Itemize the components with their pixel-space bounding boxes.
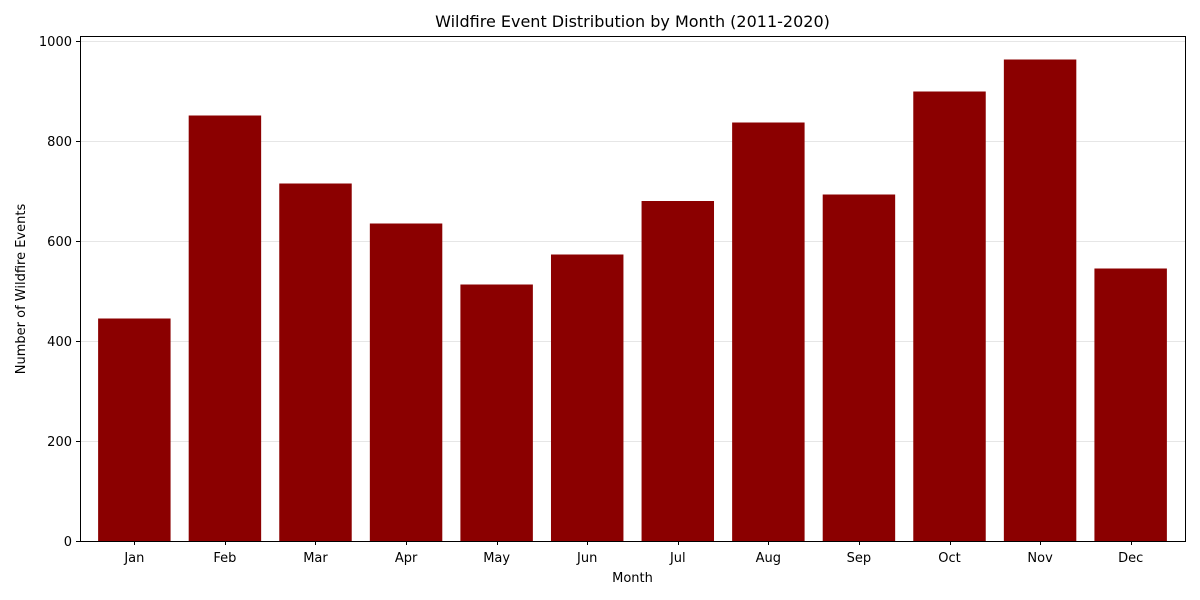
bars xyxy=(98,59,1167,541)
x-tick-label: Feb xyxy=(213,551,236,566)
bar-may xyxy=(460,284,533,541)
y-tick-label: 800 xyxy=(47,135,72,150)
bar-mar xyxy=(279,183,352,541)
bar-oct xyxy=(913,91,986,541)
x-tick-label: Dec xyxy=(1118,551,1143,566)
x-tick-label: Aug xyxy=(756,551,781,566)
x-tick-label: Jan xyxy=(123,551,144,566)
x-tick-label: Apr xyxy=(395,551,418,566)
x-tick-label: Oct xyxy=(938,551,960,566)
bar-aug xyxy=(732,122,805,541)
bar-feb xyxy=(188,115,262,541)
y-tick-label: 0 xyxy=(64,535,72,550)
bar-apr xyxy=(369,223,443,541)
bar-jan xyxy=(98,318,171,541)
bar-nov xyxy=(1003,59,1077,541)
y-tick-label: 600 xyxy=(47,235,72,250)
x-tick-label: Nov xyxy=(1027,551,1053,566)
gridlines xyxy=(80,41,1185,442)
x-axis-ticks: Jan Feb Mar Apr May Jun Jul Aug Sep Oct Nov Dec xyxy=(123,541,1143,566)
y-tick-label: 200 xyxy=(47,435,72,450)
bar-jun xyxy=(550,254,624,541)
y-axis-ticks: 0 200 400 600 800 1000 xyxy=(39,35,80,550)
bar-sep xyxy=(822,194,896,541)
y-axis-label: Number of Wildfire Events xyxy=(14,204,29,375)
y-tick-label: 400 xyxy=(47,335,72,350)
plot-frame xyxy=(80,36,1186,542)
x-tick-label: Jun xyxy=(576,551,597,566)
bar-dec xyxy=(1094,268,1167,541)
y-tick-label: 1000 xyxy=(39,35,72,50)
bar-jul xyxy=(641,201,715,541)
chart-title: Wildfire Event Distribution by Month (20… xyxy=(435,12,830,31)
x-tick-label: Jul xyxy=(669,551,686,566)
x-tick-label: May xyxy=(483,551,510,566)
x-axis-label: Month xyxy=(612,571,653,586)
x-tick-label: Sep xyxy=(847,551,872,566)
x-tick-label: Mar xyxy=(303,551,328,566)
